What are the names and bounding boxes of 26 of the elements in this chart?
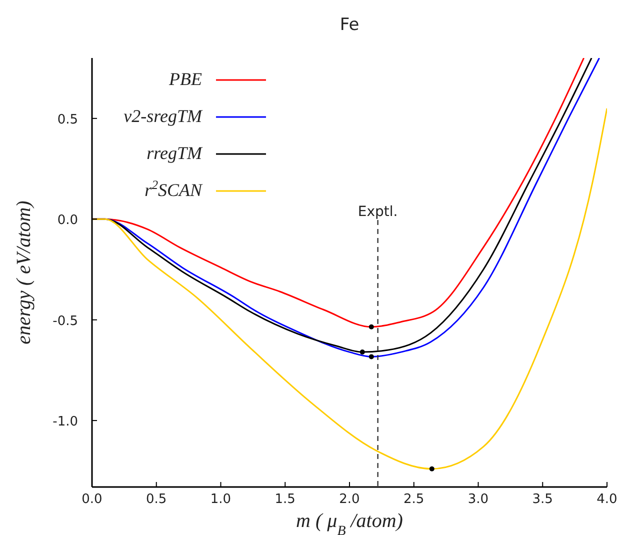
x-tick-label: 1.0 [210, 492, 232, 507]
x-tick-label: 3.0 [468, 492, 489, 507]
point [368, 354, 374, 360]
y-tick-label: 0.0 [57, 213, 78, 228]
legend-label: v2-sregTM [124, 106, 203, 126]
x-tick-label: 2.5 [404, 492, 424, 507]
x-tick-label: 2.0 [339, 492, 360, 507]
legend-label: PBE [168, 69, 202, 89]
x-tick-label: 0.5 [146, 492, 167, 507]
legend-label: r$^{2}$SCAN [144, 178, 203, 200]
point [429, 466, 434, 472]
y-axis-title: energy ( eV/atom) [13, 200, 35, 344]
x-tick-label: 0.0 [82, 492, 102, 507]
point [368, 324, 374, 330]
legend-label: rregTM [146, 143, 203, 163]
ref-line-label: Exptl. [358, 204, 398, 220]
chart-title: Fe [340, 15, 360, 35]
x-tick-label: 3.5 [532, 492, 553, 507]
point [360, 350, 365, 355]
y-tick-label: -0.5 [52, 314, 78, 329]
y-tick-label: 0.5 [57, 112, 78, 128]
x-tick-label: 1.5 [274, 492, 296, 507]
y-tick-label: -1.0 [52, 414, 78, 430]
x-tick-label: 4.0 [596, 492, 618, 507]
line-series [92, 108, 607, 470]
x-axis-title: m ( μ$_{B}$ /atom) [296, 510, 404, 535]
